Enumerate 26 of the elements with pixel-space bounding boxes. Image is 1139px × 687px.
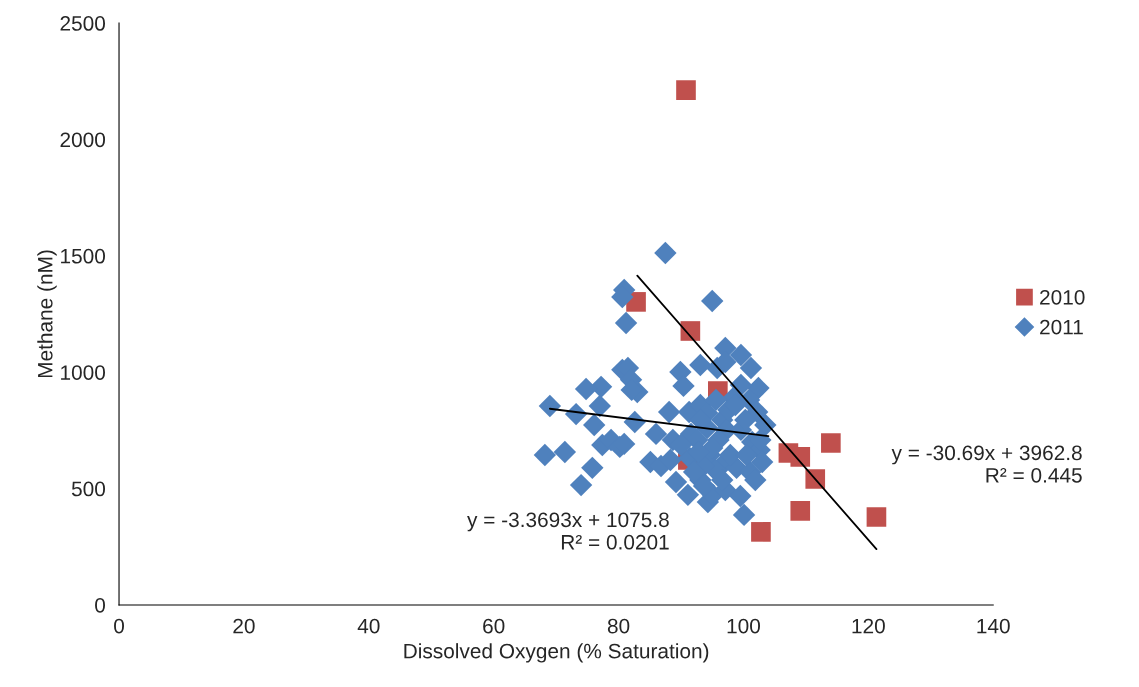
y-tick-label: 500 xyxy=(71,481,106,497)
point xyxy=(751,522,771,542)
y-tick-label: 2000 xyxy=(60,132,106,148)
x-tick-label: 60 xyxy=(483,618,505,634)
x-tick-label: 140 xyxy=(977,618,1010,634)
y-tick-label: 1500 xyxy=(61,248,106,264)
y-tick-label: 0 xyxy=(95,597,106,613)
x-tick-label: 80 xyxy=(607,618,630,634)
point xyxy=(676,80,696,100)
y-tick-label: 2500 xyxy=(60,16,106,31)
annotation: y = -3.3693x + 1075.8 R² = 0.0201 xyxy=(467,512,669,550)
y-tick-label: 1000 xyxy=(61,365,106,380)
point xyxy=(790,501,811,521)
x-tick-label: 120 xyxy=(852,618,885,634)
x-tick-label: 20 xyxy=(233,618,255,634)
legend-label: 2010 xyxy=(1040,289,1085,305)
x-axis-title: Dissolved Oxygen (% Saturation) xyxy=(404,643,709,663)
point xyxy=(866,507,887,527)
x-tick-label: 0 xyxy=(114,618,124,634)
x-tick-label: 100 xyxy=(727,618,761,634)
x-tick-label: 40 xyxy=(357,618,380,634)
point xyxy=(821,433,841,453)
point xyxy=(790,447,811,467)
annotation: y = -30.69x + 3962.8 R² = 0.445 xyxy=(891,445,1082,483)
y-axis-title: Methane (nM) xyxy=(37,250,57,378)
legend-label: 2011 xyxy=(1040,319,1083,335)
